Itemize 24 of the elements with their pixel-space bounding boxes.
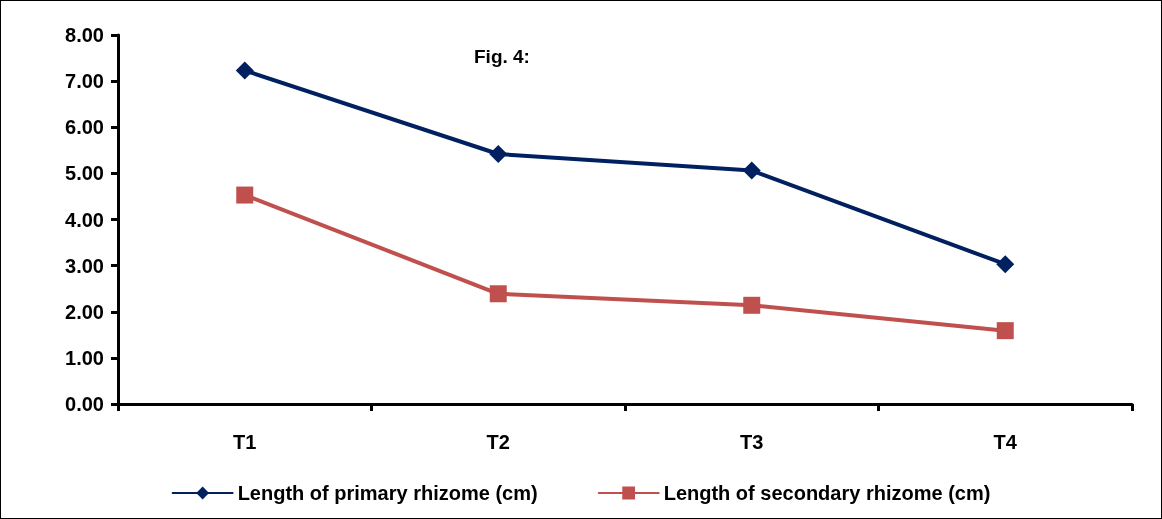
y-tick-label: 5.00 (65, 162, 104, 185)
y-tick-label: 6.00 (65, 116, 104, 139)
point (996, 322, 1014, 340)
x-tick-label: T1 (233, 431, 257, 453)
y-tick-label: 2.00 (65, 300, 104, 323)
point (743, 296, 761, 314)
point (235, 61, 254, 80)
point (236, 186, 254, 204)
point (489, 145, 508, 163)
y-tick-label: 4.00 (65, 208, 104, 231)
y-tick-label: 8.00 (65, 24, 104, 46)
y-tick-label: 7.00 (65, 70, 104, 93)
annotation: Fig. 4: (474, 46, 530, 67)
y-tick-label: 1.00 (65, 346, 104, 369)
x-tick-label: T3 (740, 431, 764, 453)
y-tick-label: 3.00 (65, 254, 104, 277)
legend-label: Length of primary rhizome (cm) (237, 482, 538, 504)
point (489, 285, 507, 303)
y-tick-label: 0.00 (65, 393, 104, 415)
x-tick-label: T4 (993, 431, 1018, 453)
x-tick-label: T2 (486, 431, 510, 453)
point (742, 161, 761, 180)
point (996, 255, 1015, 274)
legend-label: Length of secondary rhizome (cm) (663, 482, 991, 504)
